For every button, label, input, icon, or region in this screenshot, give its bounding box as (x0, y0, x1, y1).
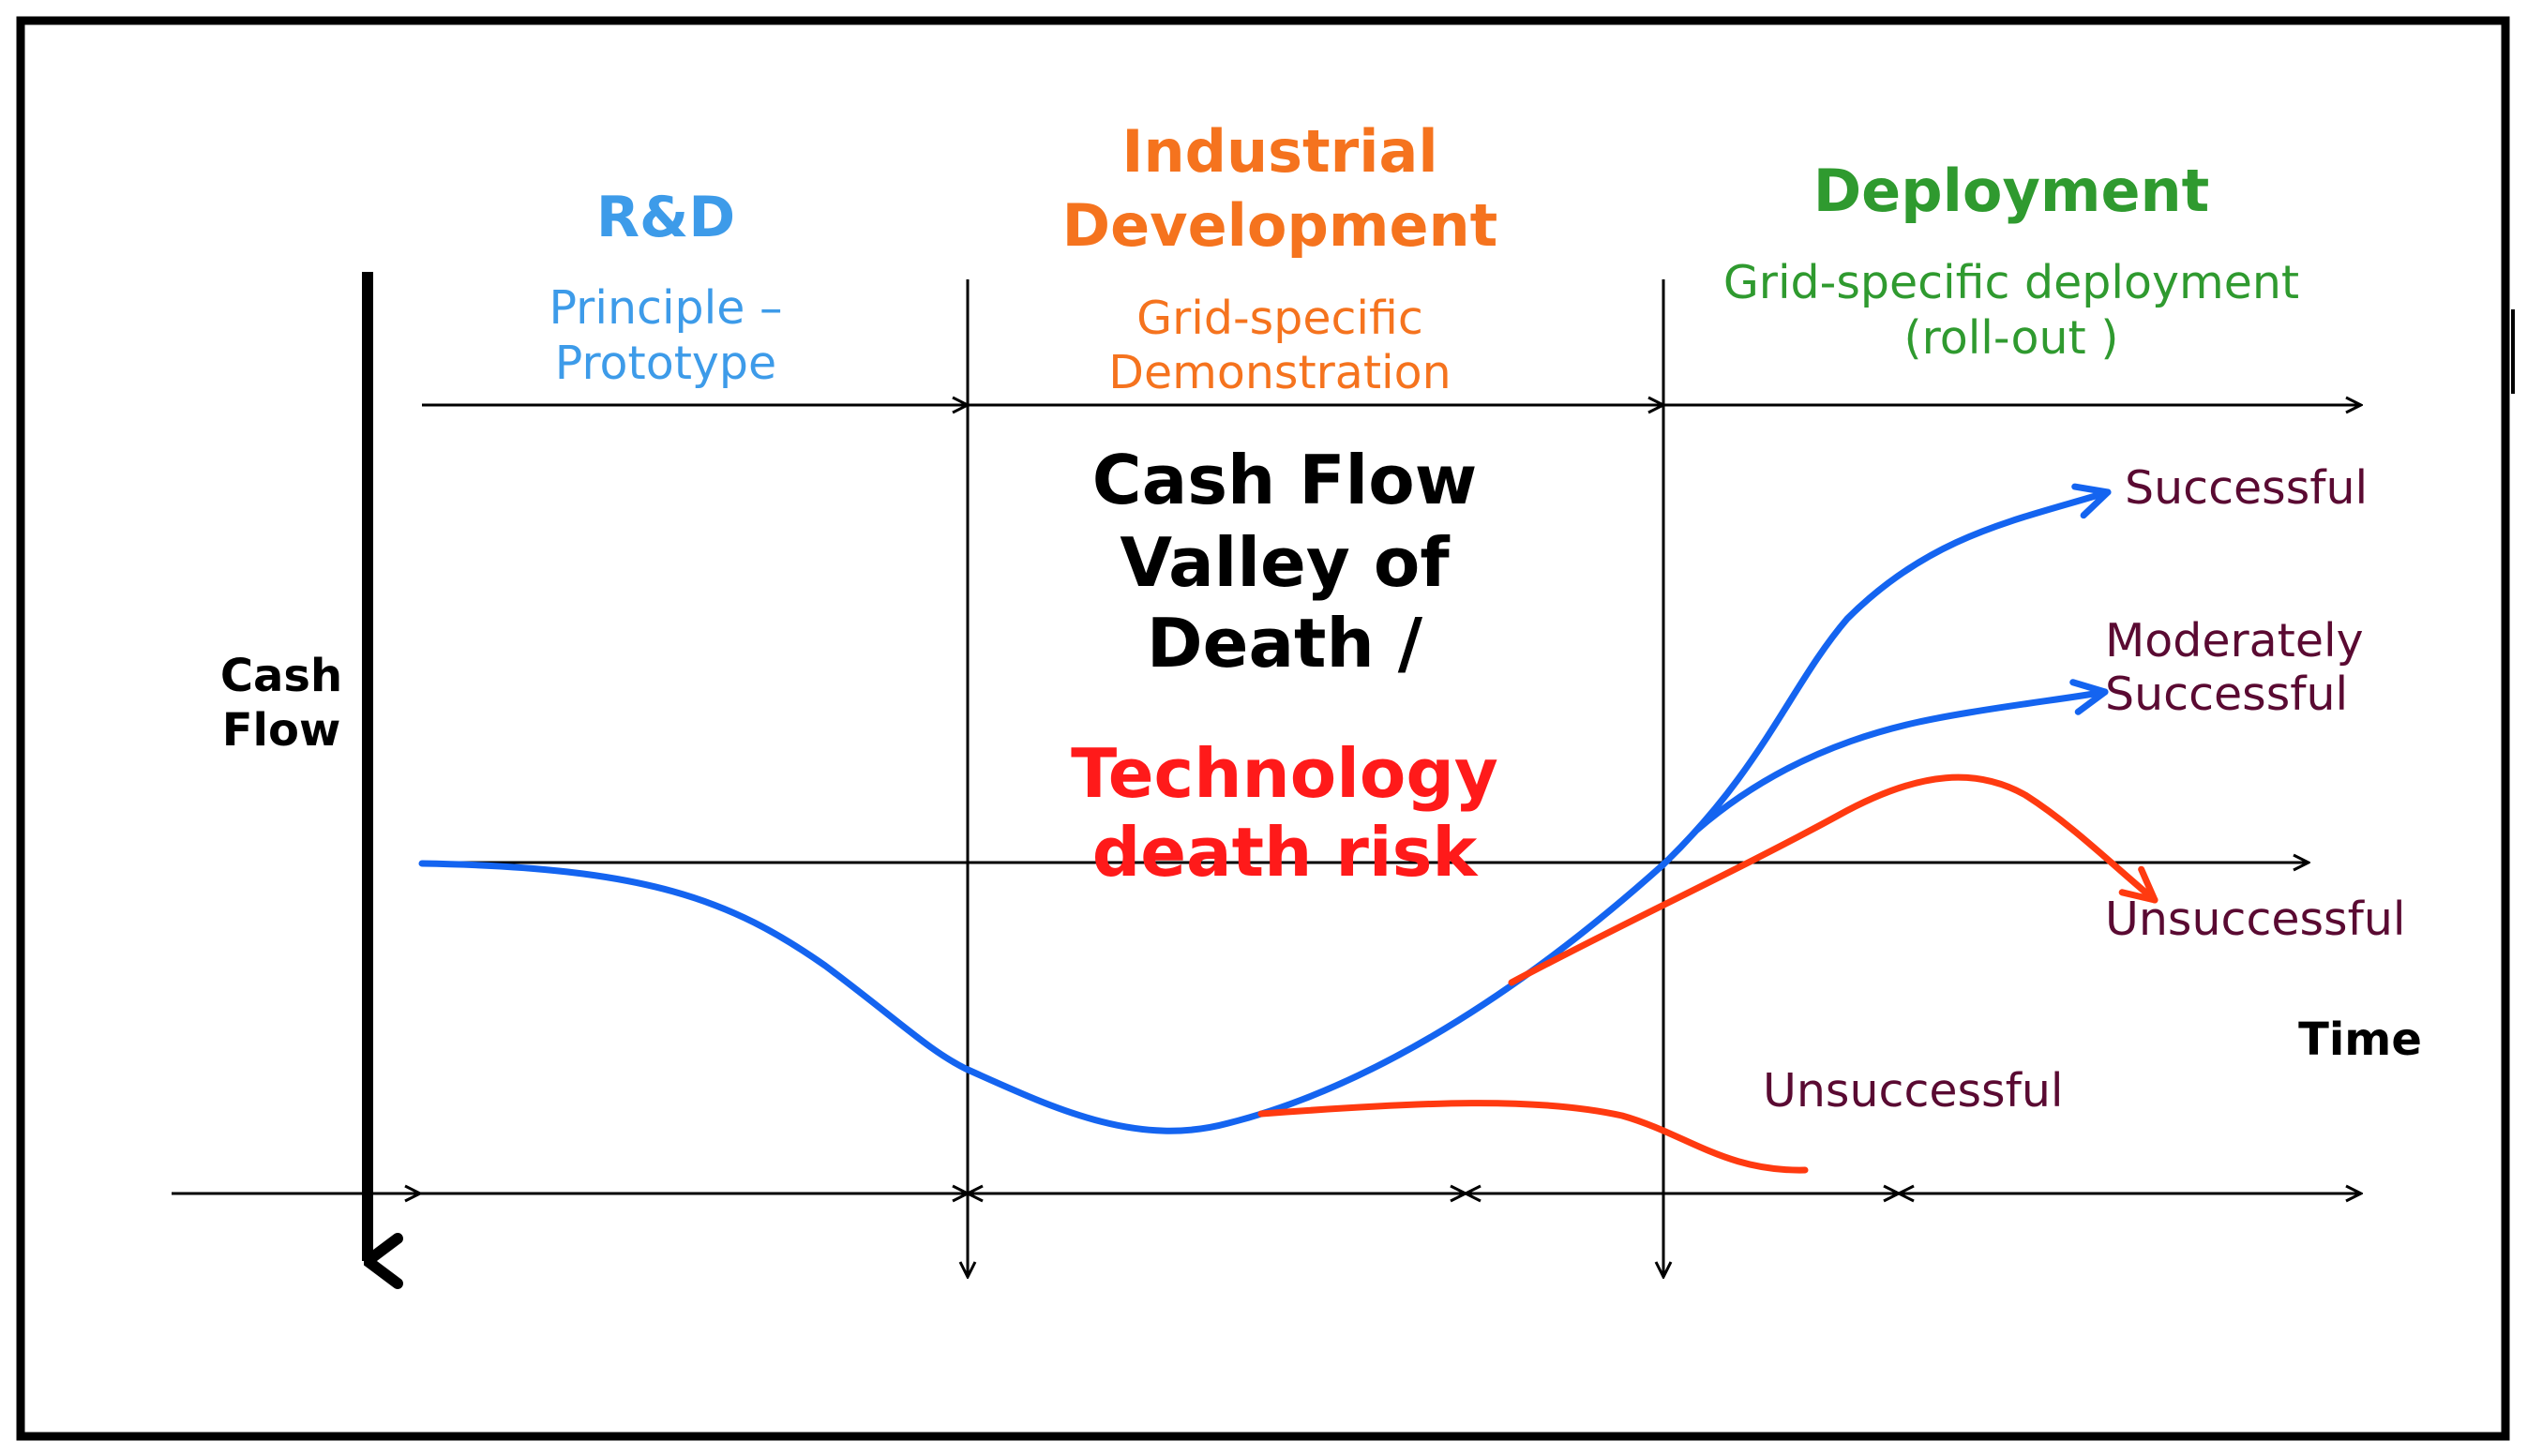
industrial-subtitle-line-1: Grid-specific (1136, 292, 1423, 345)
main-cash-flow-curve (418, 860, 1667, 1134)
unsuccessful-low-label: Unsuccessful (1763, 1064, 2064, 1118)
unsuccessful-late-curve (1508, 773, 2158, 986)
deployment-subtitle-line-1: Grid-specific deployment (1723, 256, 2299, 309)
rd-subtitle-line-1: Principle – (549, 281, 783, 335)
x-axis-label: Time (2298, 1013, 2422, 1066)
moderately-label-line-2: Successful (2105, 668, 2348, 721)
outer-frame (16, 16, 2510, 1441)
industrial-subtitle-line-2: Demonstration (1108, 346, 1451, 399)
moderately-successful-curve (1693, 679, 2109, 833)
center-line-2: Valley of (1120, 523, 1450, 602)
unsuccessful-early-curve (1257, 1100, 1809, 1174)
unsuccessful-right-label: Unsuccessful (2105, 893, 2406, 946)
y-axis-label-line-2: Flow (222, 704, 341, 757)
risk-line-1: Technology (1071, 734, 1498, 813)
center-line-3: Death / (1147, 604, 1423, 683)
y-axis-label-line-1: Cash (220, 650, 342, 702)
successful-label: Successful (2125, 461, 2368, 515)
risk-line-2: death risk (1092, 813, 1480, 892)
rd-title: R&D (596, 185, 735, 250)
rd-subtitle-line-2: Prototype (555, 337, 776, 390)
industrial-title-line-2: Development (1062, 191, 1498, 260)
moderately-label-line-1: Moderately (2105, 614, 2364, 668)
deployment-subtitle-line-2: (roll-out ) (1904, 311, 2119, 365)
industrial-title-line-1: Industrial (1121, 117, 1437, 186)
deployment-title: Deployment (1813, 157, 2210, 225)
center-line-1: Cash Flow (1092, 441, 1477, 519)
successful-curve (1660, 483, 2112, 868)
